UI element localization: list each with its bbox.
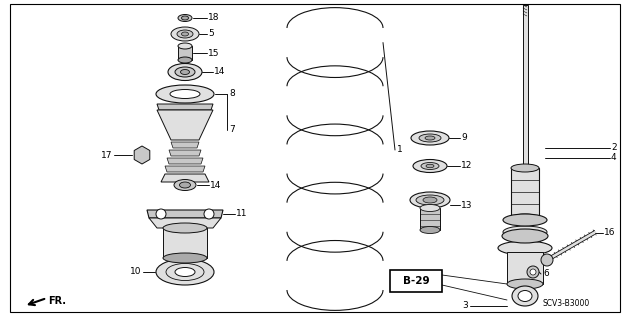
Text: FR.: FR. [48, 296, 66, 306]
Text: 5: 5 [208, 29, 214, 39]
Ellipse shape [510, 280, 540, 288]
Ellipse shape [177, 30, 193, 38]
Ellipse shape [175, 67, 195, 77]
Text: 14: 14 [210, 181, 221, 189]
Text: B-29: B-29 [403, 276, 429, 286]
Text: 10: 10 [129, 268, 141, 277]
Circle shape [541, 254, 553, 266]
Ellipse shape [156, 85, 214, 103]
Bar [523, 5, 528, 168]
Text: 7: 7 [229, 125, 235, 135]
Ellipse shape [182, 16, 189, 20]
Ellipse shape [512, 286, 538, 306]
Text: 17: 17 [100, 151, 112, 160]
Polygon shape [149, 218, 221, 228]
Circle shape [204, 209, 214, 219]
Polygon shape [161, 174, 209, 182]
Ellipse shape [518, 291, 532, 301]
Ellipse shape [421, 162, 439, 169]
Ellipse shape [507, 279, 543, 289]
Ellipse shape [420, 204, 440, 211]
Ellipse shape [498, 241, 552, 255]
Ellipse shape [426, 164, 434, 168]
Text: 13: 13 [461, 201, 472, 210]
Ellipse shape [420, 226, 440, 234]
Ellipse shape [511, 164, 539, 172]
Circle shape [527, 266, 539, 278]
Bar [511, 168, 539, 218]
Ellipse shape [419, 134, 441, 142]
Ellipse shape [503, 226, 547, 238]
Polygon shape [157, 104, 213, 110]
Ellipse shape [171, 27, 199, 41]
Text: 14: 14 [214, 68, 225, 77]
Ellipse shape [502, 229, 548, 243]
Text: 4: 4 [611, 153, 616, 162]
Polygon shape [157, 110, 213, 140]
Ellipse shape [511, 214, 539, 222]
Text: 2: 2 [611, 144, 616, 152]
Ellipse shape [170, 90, 200, 99]
Polygon shape [169, 150, 201, 156]
Ellipse shape [423, 197, 437, 203]
Ellipse shape [411, 131, 449, 145]
Polygon shape [167, 158, 203, 164]
Polygon shape [147, 210, 223, 218]
Text: 9: 9 [461, 133, 467, 143]
Ellipse shape [174, 180, 196, 190]
Bar [178, 46, 192, 60]
Ellipse shape [179, 182, 191, 188]
Ellipse shape [156, 259, 214, 285]
Ellipse shape [180, 70, 189, 75]
Text: 18: 18 [208, 13, 220, 23]
Ellipse shape [410, 192, 450, 208]
Polygon shape [165, 166, 205, 172]
Ellipse shape [163, 253, 207, 263]
Text: 11: 11 [236, 210, 248, 219]
Text: 1: 1 [397, 145, 403, 154]
Ellipse shape [178, 57, 192, 63]
Polygon shape [171, 142, 199, 148]
Text: 15: 15 [208, 48, 220, 57]
Circle shape [156, 209, 166, 219]
Ellipse shape [175, 268, 195, 277]
Ellipse shape [168, 63, 202, 80]
Text: 6: 6 [543, 270, 548, 278]
Ellipse shape [503, 214, 547, 226]
Text: 3: 3 [462, 301, 468, 310]
Ellipse shape [178, 14, 192, 21]
Polygon shape [134, 146, 150, 164]
Bar [163, 228, 207, 258]
Bar [507, 252, 543, 284]
Text: SCV3-B3000: SCV3-B3000 [543, 299, 590, 308]
Ellipse shape [413, 160, 447, 173]
Ellipse shape [416, 195, 444, 205]
Text: 16: 16 [604, 228, 615, 237]
Ellipse shape [182, 32, 189, 36]
Text: 8: 8 [229, 90, 235, 99]
Circle shape [530, 269, 536, 275]
Text: 12: 12 [461, 161, 472, 170]
Ellipse shape [178, 43, 192, 49]
Ellipse shape [163, 223, 207, 233]
Ellipse shape [425, 136, 435, 140]
Bar [390, 270, 442, 292]
Bar [510, 232, 540, 284]
Bar [420, 208, 440, 230]
